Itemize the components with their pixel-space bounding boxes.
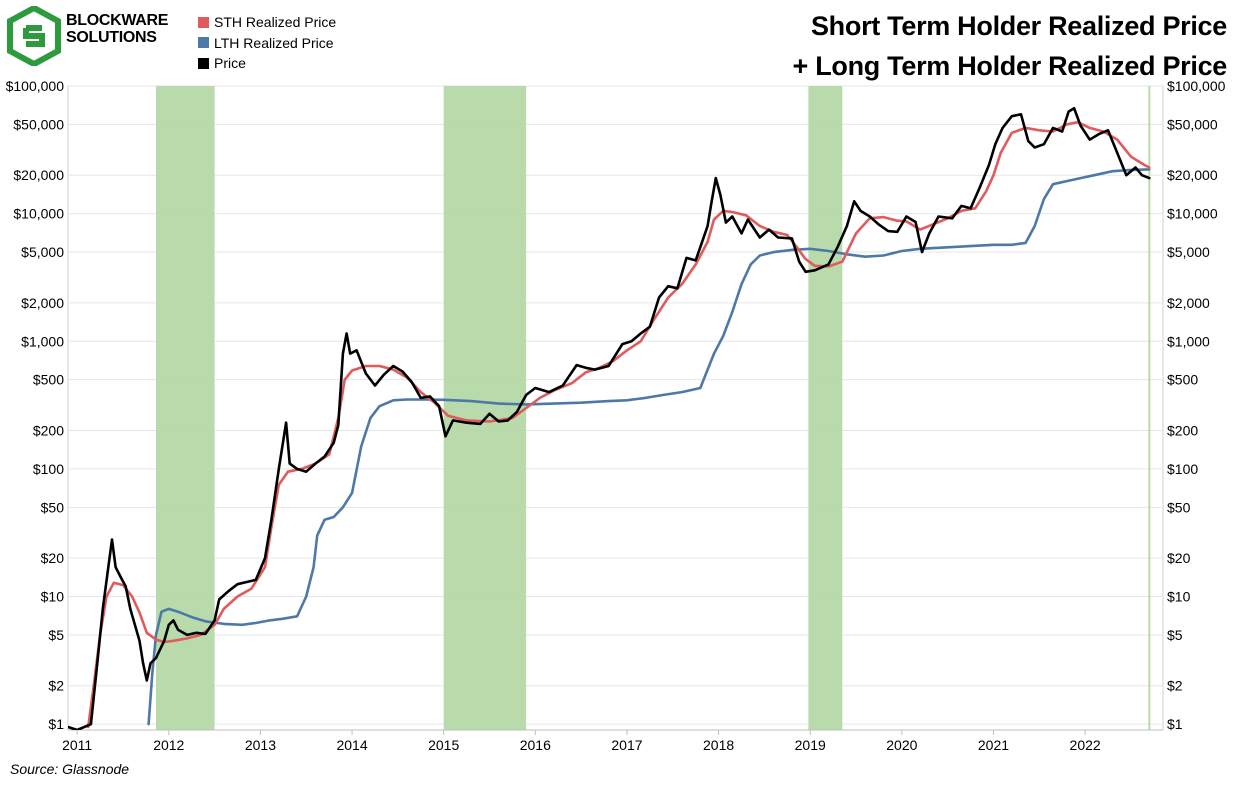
y-tick-label-left-10: $2,000	[21, 295, 64, 311]
logo-s-mark	[23, 25, 45, 47]
x-tick-label-8: 2019	[795, 737, 826, 753]
y-tick-label-right-8: $500	[1167, 372, 1198, 388]
y-tick-label-right-10: $2,000	[1167, 295, 1210, 311]
y-tick-label-right-3: $10	[1167, 589, 1191, 605]
y-tick-label-right-7: $200	[1167, 422, 1198, 438]
brand-name: BLOCKWARE SOLUTIONS	[66, 12, 168, 46]
chart-title-line2: + Long Term Holder Realized Price	[792, 51, 1228, 81]
y-tick-label-left-3: $10	[41, 589, 65, 605]
series-line-lth-realized-price	[147, 168, 1151, 726]
x-tick-label-5: 2016	[520, 737, 551, 753]
chart-legend: STH Realized Price LTH Realized Price Pr…	[198, 12, 336, 74]
y-tick-label-right-15: $100,000	[1167, 78, 1226, 94]
y-tick-label-left-1: $2	[48, 678, 64, 694]
x-tick-label-0: 2011	[62, 737, 92, 753]
legend-swatch-sth	[198, 16, 209, 28]
y-tick-label-left-0: $1	[48, 716, 64, 732]
logo-hexagon	[7, 6, 61, 66]
y-tick-label-left-11: $5,000	[21, 244, 64, 260]
y-tick-label-left-15: $100,000	[6, 78, 65, 94]
shaded-region-3	[1148, 86, 1151, 730]
legend-label-sth: STH Realized Price	[214, 14, 337, 30]
legend-label-lth: LTH Realized Price	[214, 34, 334, 51]
x-tick-label-11: 2022	[1070, 737, 1101, 753]
y-tick-label-right-11: $5,000	[1167, 244, 1210, 260]
y-tick-label-left-7: $200	[33, 422, 64, 438]
x-tick-label-4: 2015	[428, 737, 459, 753]
chart-title: Short Term Holder Realized Price + Long …	[792, 6, 1228, 86]
shaded-region-2	[808, 86, 843, 730]
y-tick-label-right-6: $100	[1167, 461, 1198, 477]
y-tick-label-right-2: $5	[1167, 627, 1183, 643]
x-tick-label-10: 2021	[978, 737, 1009, 753]
series-line-price	[68, 106, 1151, 730]
legend-label-price: Price	[214, 55, 246, 71]
shaded-region-0	[155, 86, 215, 730]
chart-title-line1: Short Term Holder Realized Price	[810, 11, 1227, 41]
y-tick-label-right-13: $20,000	[1167, 167, 1218, 183]
y-tick-label-left-8: $500	[33, 372, 64, 388]
legend-item-lth: LTH Realized Price	[198, 33, 336, 54]
y-tick-label-left-2: $5	[48, 627, 64, 643]
blockware-logo-icon	[7, 6, 61, 66]
y-tick-label-left-4: $20	[41, 550, 65, 566]
x-tick-label-7: 2018	[703, 737, 734, 753]
y-tick-label-right-1: $2	[1167, 678, 1183, 694]
y-tick-label-left-9: $1,000	[21, 333, 64, 349]
y-tick-label-right-14: $50,000	[1167, 116, 1218, 132]
plot-frame	[67, 85, 1164, 731]
x-tick-label-9: 2020	[886, 737, 917, 753]
y-tick-label-left-12: $10,000	[13, 206, 64, 222]
y-tick-label-left-5: $50	[41, 499, 65, 515]
y-tick-label-left-6: $100	[33, 461, 64, 477]
y-tick-label-right-9: $1,000	[1167, 333, 1210, 349]
x-tick-label-1: 2012	[153, 737, 184, 753]
shaded-region-1	[443, 86, 527, 730]
brand-line2: SOLUTIONS	[66, 29, 157, 46]
legend-swatch-lth	[198, 37, 209, 49]
y-tick-label-right-4: $20	[1167, 550, 1191, 566]
legend-item-sth: STH Realized Price	[198, 12, 336, 33]
y-tick-label-right-5: $50	[1167, 499, 1191, 515]
series-line-sth-realized-price	[86, 120, 1151, 729]
y-tick-label-right-12: $10,000	[1167, 206, 1218, 222]
y-tick-label-left-13: $20,000	[13, 167, 64, 183]
x-tick-label-3: 2014	[336, 737, 367, 753]
x-tick-label-2: 2013	[245, 737, 276, 753]
brand-line1: BLOCKWARE	[66, 12, 169, 29]
legend-item-price: Price	[198, 53, 336, 74]
y-tick-label-left-14: $50,000	[13, 116, 64, 132]
y-tick-label-right-0: $1	[1167, 716, 1183, 732]
legend-swatch-price	[198, 57, 209, 69]
x-tick-label-6: 2017	[611, 737, 642, 753]
source-note: Source: Glassnode	[10, 761, 130, 777]
